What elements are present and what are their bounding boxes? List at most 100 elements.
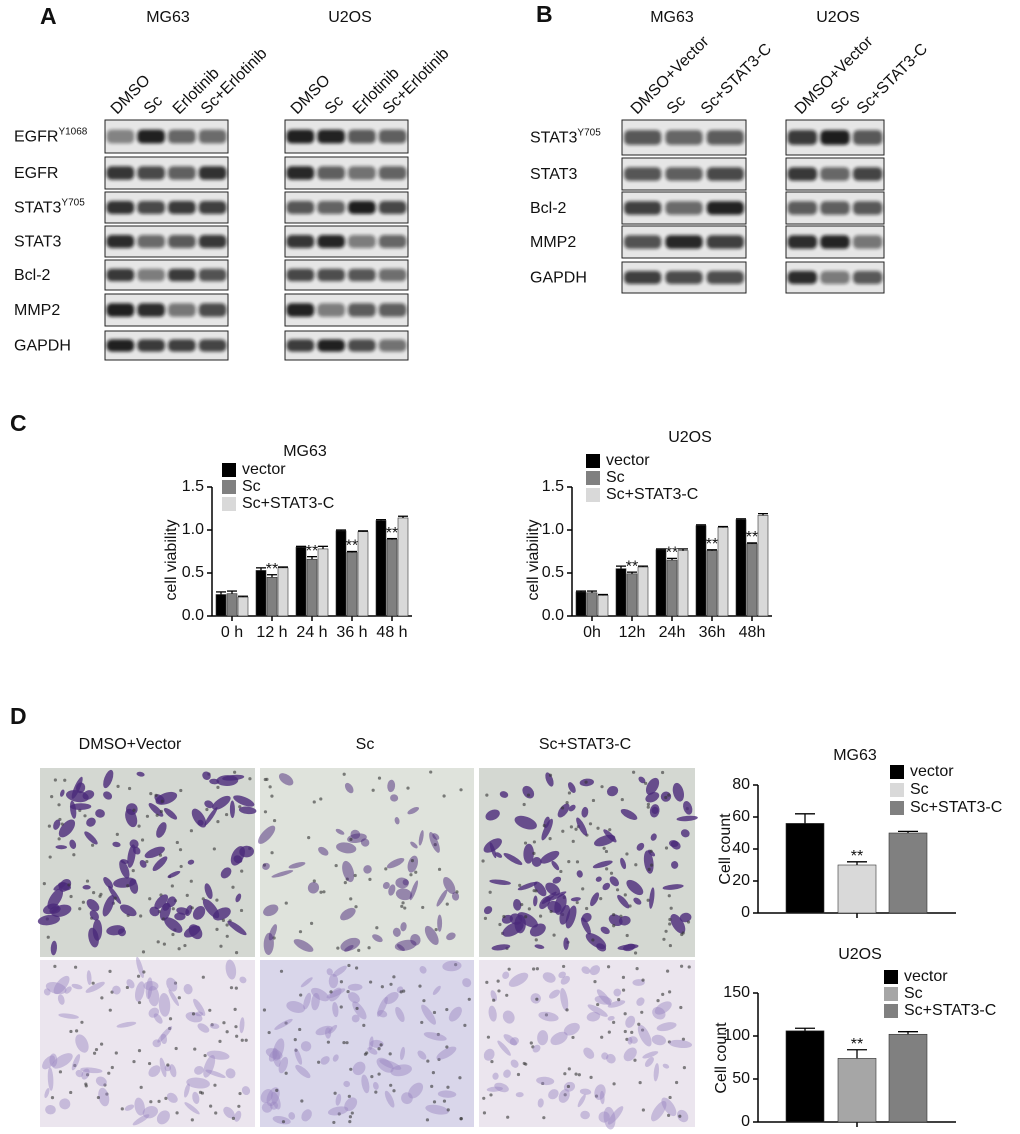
blot-band (787, 130, 818, 145)
pore (455, 890, 459, 894)
cell (598, 1111, 610, 1123)
pore (506, 1115, 510, 1119)
cell (239, 976, 247, 984)
cell (534, 944, 545, 949)
cell (159, 902, 171, 921)
pore (312, 879, 316, 883)
pore (664, 846, 669, 850)
cell (448, 1006, 462, 1022)
cell (442, 960, 462, 972)
cell (45, 982, 67, 995)
pore (332, 1120, 336, 1125)
pore (99, 1042, 104, 1046)
blot-band (787, 201, 818, 215)
bar (677, 550, 689, 617)
cell (127, 844, 136, 868)
blot-band (168, 200, 196, 215)
blot-band (317, 200, 345, 215)
cell (548, 1089, 559, 1100)
pore (596, 826, 600, 830)
pore (620, 797, 624, 802)
cell (71, 983, 83, 990)
row-label-text: STAT3 (530, 130, 578, 147)
cell (311, 992, 320, 1011)
blot-band (168, 303, 196, 317)
pore (238, 1091, 242, 1096)
pore (483, 916, 488, 921)
cell (683, 801, 693, 815)
cell (607, 1106, 624, 1125)
pore (681, 1037, 686, 1041)
pore (336, 946, 340, 950)
pore (145, 859, 149, 864)
cell (193, 998, 206, 1016)
cell (157, 1026, 173, 1043)
pore (481, 859, 485, 863)
pore (600, 1035, 604, 1039)
pore (434, 928, 438, 932)
cell (295, 1064, 311, 1079)
cell (576, 817, 588, 836)
blot-band (378, 303, 407, 317)
pore (422, 999, 426, 1003)
cell (592, 860, 613, 869)
pore (136, 974, 141, 978)
pore (377, 1072, 381, 1076)
blot-band (706, 167, 744, 181)
pore (633, 1058, 637, 1062)
pore (436, 1032, 440, 1037)
legend-swatch (586, 454, 600, 468)
pore (612, 1020, 616, 1025)
blot-band (286, 200, 315, 215)
pore (48, 855, 52, 859)
significance: ** (746, 529, 758, 546)
cell (324, 1027, 332, 1039)
cell (649, 887, 655, 909)
pore (46, 935, 50, 939)
cell (392, 927, 401, 937)
cell (44, 1088, 50, 1098)
pore (600, 785, 604, 789)
pore (591, 938, 595, 942)
pore (190, 1118, 194, 1122)
pore (488, 890, 492, 894)
cell (558, 971, 566, 979)
cell (558, 1089, 570, 1103)
panel-label: B (536, 1, 553, 27)
cell (192, 1091, 200, 1104)
cell (541, 818, 553, 841)
pore (661, 992, 665, 996)
pore (57, 803, 61, 807)
cell (135, 981, 145, 1002)
cell (164, 1064, 172, 1072)
cell (234, 1110, 242, 1122)
pore (116, 784, 120, 788)
pore (85, 1073, 90, 1077)
pore (225, 1030, 229, 1034)
cell (168, 989, 180, 1006)
pore (164, 1096, 168, 1100)
cell (410, 841, 418, 849)
pore (669, 906, 673, 910)
pore (235, 1034, 239, 1038)
x-tick-label: 12 h (256, 624, 287, 641)
pore (110, 990, 114, 994)
blot-band (348, 339, 376, 352)
cell (536, 1076, 555, 1086)
pore (92, 891, 96, 895)
pore (596, 1002, 600, 1007)
cell (425, 1104, 449, 1115)
blot-band (106, 303, 135, 317)
pore (567, 859, 571, 864)
pore (103, 1083, 107, 1087)
cell (37, 914, 61, 926)
micrograph-background (260, 960, 474, 1127)
cell (395, 888, 413, 901)
cell (124, 1104, 135, 1111)
blot-band (198, 234, 227, 249)
pore (73, 1063, 77, 1068)
cell (183, 925, 201, 938)
cell (47, 1067, 54, 1091)
pore (454, 963, 458, 967)
cell (436, 889, 448, 907)
